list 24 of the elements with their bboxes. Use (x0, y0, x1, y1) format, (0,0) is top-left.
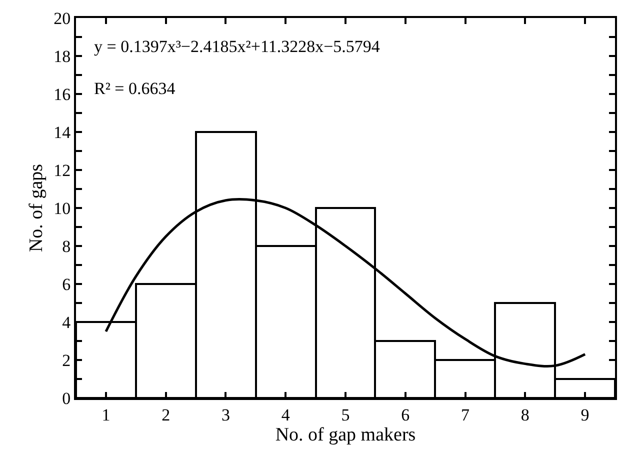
x-tick-label: 2 (162, 405, 170, 424)
y-tick-label: 2 (62, 350, 71, 370)
y-tick-label: 20 (54, 8, 71, 28)
x-axis-title: No. of gap makers (275, 424, 416, 446)
y-tick-label: 14 (54, 122, 72, 142)
y-tick-label: 0 (62, 388, 71, 408)
x-tick-label: 7 (461, 405, 470, 424)
y-tick-label: 16 (54, 84, 71, 104)
y-tick-label: 4 (62, 312, 72, 332)
x-tick-label: 9 (580, 405, 590, 424)
x-tick-label: 4 (281, 405, 290, 424)
y-axis-title: No. of gaps (26, 164, 47, 252)
y-tick-label: 12 (54, 160, 71, 180)
x-tick-label: 1 (102, 405, 110, 424)
y-tick-label: 10 (54, 198, 71, 218)
x-tick-label: 5 (341, 405, 350, 424)
x-tick-label: 6 (401, 405, 410, 424)
y-tick-label: 8 (62, 236, 71, 256)
annotation: R² = 0.6634 (94, 79, 176, 98)
annotation: y = 0.1397x³−2.4185x²+11.3228x−5.5794 (94, 37, 380, 56)
y-tick-label: 18 (54, 46, 71, 66)
x-tick-label: 3 (221, 405, 230, 424)
y-tick-label: 6 (62, 274, 71, 294)
x-tick-label: 8 (520, 405, 530, 424)
